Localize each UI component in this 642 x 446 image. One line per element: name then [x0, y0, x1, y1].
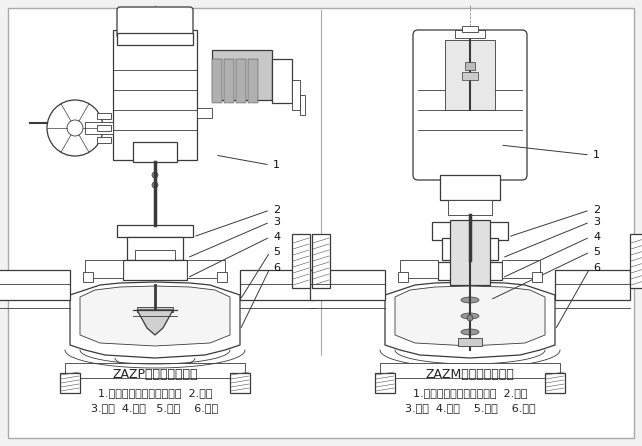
- Text: 6: 6: [273, 263, 280, 273]
- Text: 6: 6: [593, 263, 600, 273]
- Bar: [117, 225, 193, 237]
- Circle shape: [467, 315, 473, 321]
- FancyBboxPatch shape: [413, 30, 527, 180]
- Bar: [85, 260, 123, 278]
- Bar: [630, 234, 642, 288]
- Bar: [85, 122, 113, 134]
- Bar: [532, 272, 542, 282]
- Polygon shape: [80, 286, 230, 346]
- FancyBboxPatch shape: [117, 7, 193, 38]
- Bar: [123, 260, 187, 280]
- Polygon shape: [137, 310, 173, 335]
- Bar: [0, 270, 70, 300]
- Ellipse shape: [461, 313, 479, 319]
- Text: 5: 5: [593, 247, 600, 257]
- Bar: [462, 26, 478, 32]
- Bar: [555, 270, 630, 300]
- Ellipse shape: [461, 297, 479, 303]
- Bar: [398, 272, 408, 282]
- Bar: [292, 234, 310, 288]
- Bar: [465, 62, 475, 70]
- Bar: [432, 222, 508, 240]
- Bar: [83, 272, 93, 282]
- Circle shape: [152, 172, 158, 178]
- Bar: [272, 59, 292, 103]
- Bar: [450, 220, 490, 285]
- Polygon shape: [385, 282, 555, 358]
- Bar: [445, 40, 495, 110]
- Text: 1: 1: [273, 160, 280, 170]
- Bar: [312, 234, 330, 288]
- Bar: [97, 125, 111, 131]
- Bar: [60, 373, 80, 393]
- Bar: [502, 260, 540, 278]
- Bar: [455, 30, 485, 38]
- Polygon shape: [395, 286, 545, 346]
- Circle shape: [47, 100, 103, 156]
- Bar: [240, 270, 315, 300]
- Text: 3: 3: [593, 217, 600, 227]
- Text: 3.阀杆  4.阀芯   5.阀座    6.阀体: 3.阀杆 4.阀芯 5.阀座 6.阀体: [91, 403, 218, 413]
- Text: 1.电动执行机构（普通型）  2.阀盖: 1.电动执行机构（普通型） 2.阀盖: [98, 388, 213, 398]
- Bar: [438, 262, 502, 280]
- Circle shape: [152, 182, 158, 188]
- Bar: [97, 137, 111, 143]
- Bar: [212, 59, 222, 103]
- Bar: [448, 200, 492, 215]
- Ellipse shape: [461, 329, 479, 335]
- Bar: [217, 272, 227, 282]
- Bar: [440, 175, 500, 200]
- Bar: [135, 250, 175, 270]
- Bar: [187, 260, 225, 278]
- Bar: [133, 142, 177, 162]
- Bar: [224, 59, 234, 103]
- Text: 2: 2: [273, 205, 280, 215]
- Bar: [545, 373, 565, 393]
- Text: 5: 5: [273, 247, 280, 257]
- Bar: [292, 80, 300, 110]
- Bar: [400, 260, 438, 278]
- Bar: [97, 113, 111, 119]
- Bar: [458, 338, 482, 346]
- Text: ZAZM电动套筒调节阀: ZAZM电动套筒调节阀: [426, 368, 514, 381]
- Text: 3: 3: [273, 217, 280, 227]
- Bar: [236, 59, 246, 103]
- Text: 2: 2: [593, 205, 600, 215]
- Bar: [375, 373, 395, 393]
- Bar: [300, 95, 305, 115]
- Bar: [380, 363, 560, 378]
- Bar: [442, 238, 498, 260]
- Bar: [117, 33, 193, 45]
- Bar: [127, 237, 183, 260]
- Bar: [137, 307, 173, 312]
- Circle shape: [67, 120, 83, 136]
- Text: 1.电动执行机构（电子式）  2.阀盖: 1.电动执行机构（电子式） 2.阀盖: [413, 388, 527, 398]
- Text: 4: 4: [273, 232, 280, 242]
- Text: 4: 4: [593, 232, 600, 242]
- Bar: [197, 108, 212, 118]
- Text: ZAZP电动单座调节阀: ZAZP电动单座调节阀: [112, 368, 198, 381]
- Bar: [462, 72, 478, 80]
- Bar: [230, 373, 250, 393]
- Text: 1: 1: [593, 150, 600, 160]
- Text: 3.阀杆  4.阀塞    5.套筒    6.阀体: 3.阀杆 4.阀塞 5.套筒 6.阀体: [404, 403, 535, 413]
- Bar: [113, 30, 197, 160]
- Bar: [310, 270, 385, 300]
- Bar: [212, 50, 272, 100]
- Polygon shape: [70, 282, 240, 358]
- Bar: [248, 59, 258, 103]
- Bar: [65, 363, 245, 378]
